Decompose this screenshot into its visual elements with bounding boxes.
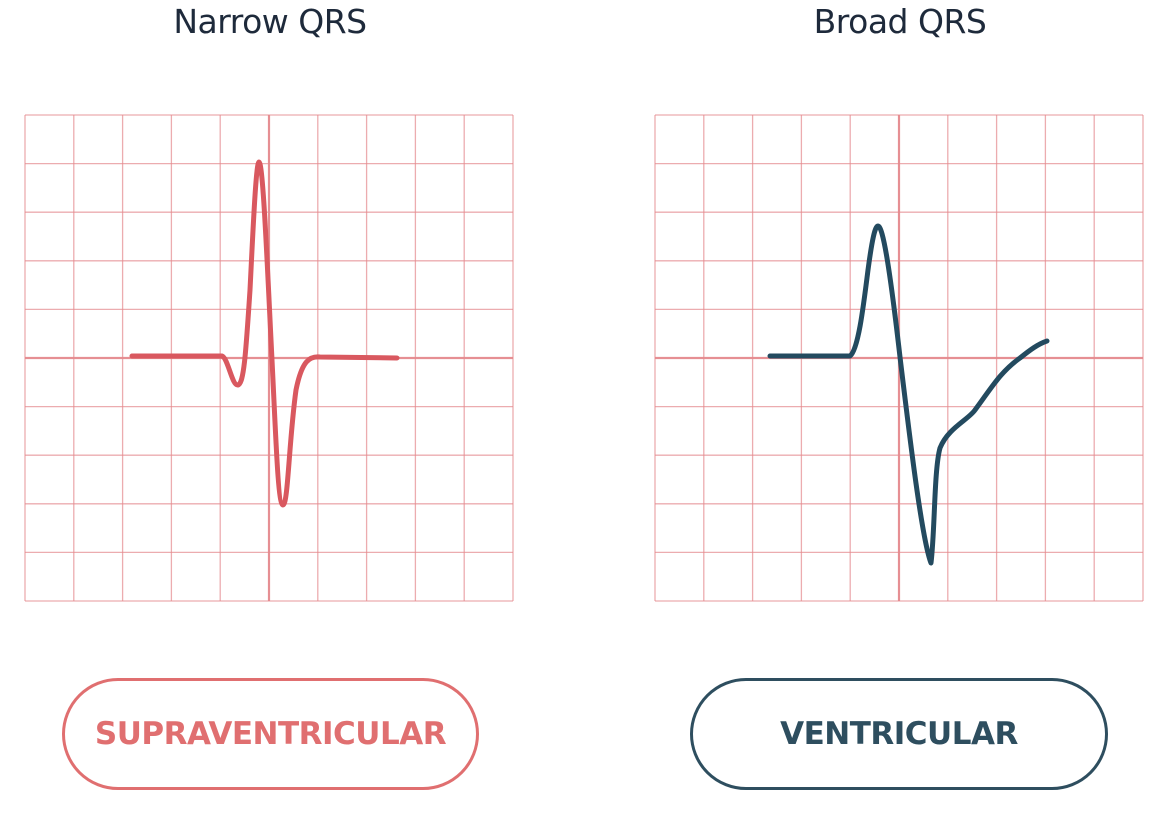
broad-qrs-title: Broad QRS	[813, 2, 987, 41]
supraventricular-button[interactable]: SUPRAVENTRICULAR	[62, 678, 479, 790]
narrow-qrs-trace	[129, 159, 400, 508]
narrow-qrs-title: Narrow QRS	[173, 2, 367, 41]
broad-qrs-trace	[767, 223, 1050, 566]
grid-lines	[24, 114, 514, 602]
broad-qrs-ecg-grid	[654, 114, 1144, 602]
ventricular-button[interactable]: VENTRICULAR	[690, 678, 1108, 790]
narrow-qrs-ecg-grid	[24, 114, 514, 602]
